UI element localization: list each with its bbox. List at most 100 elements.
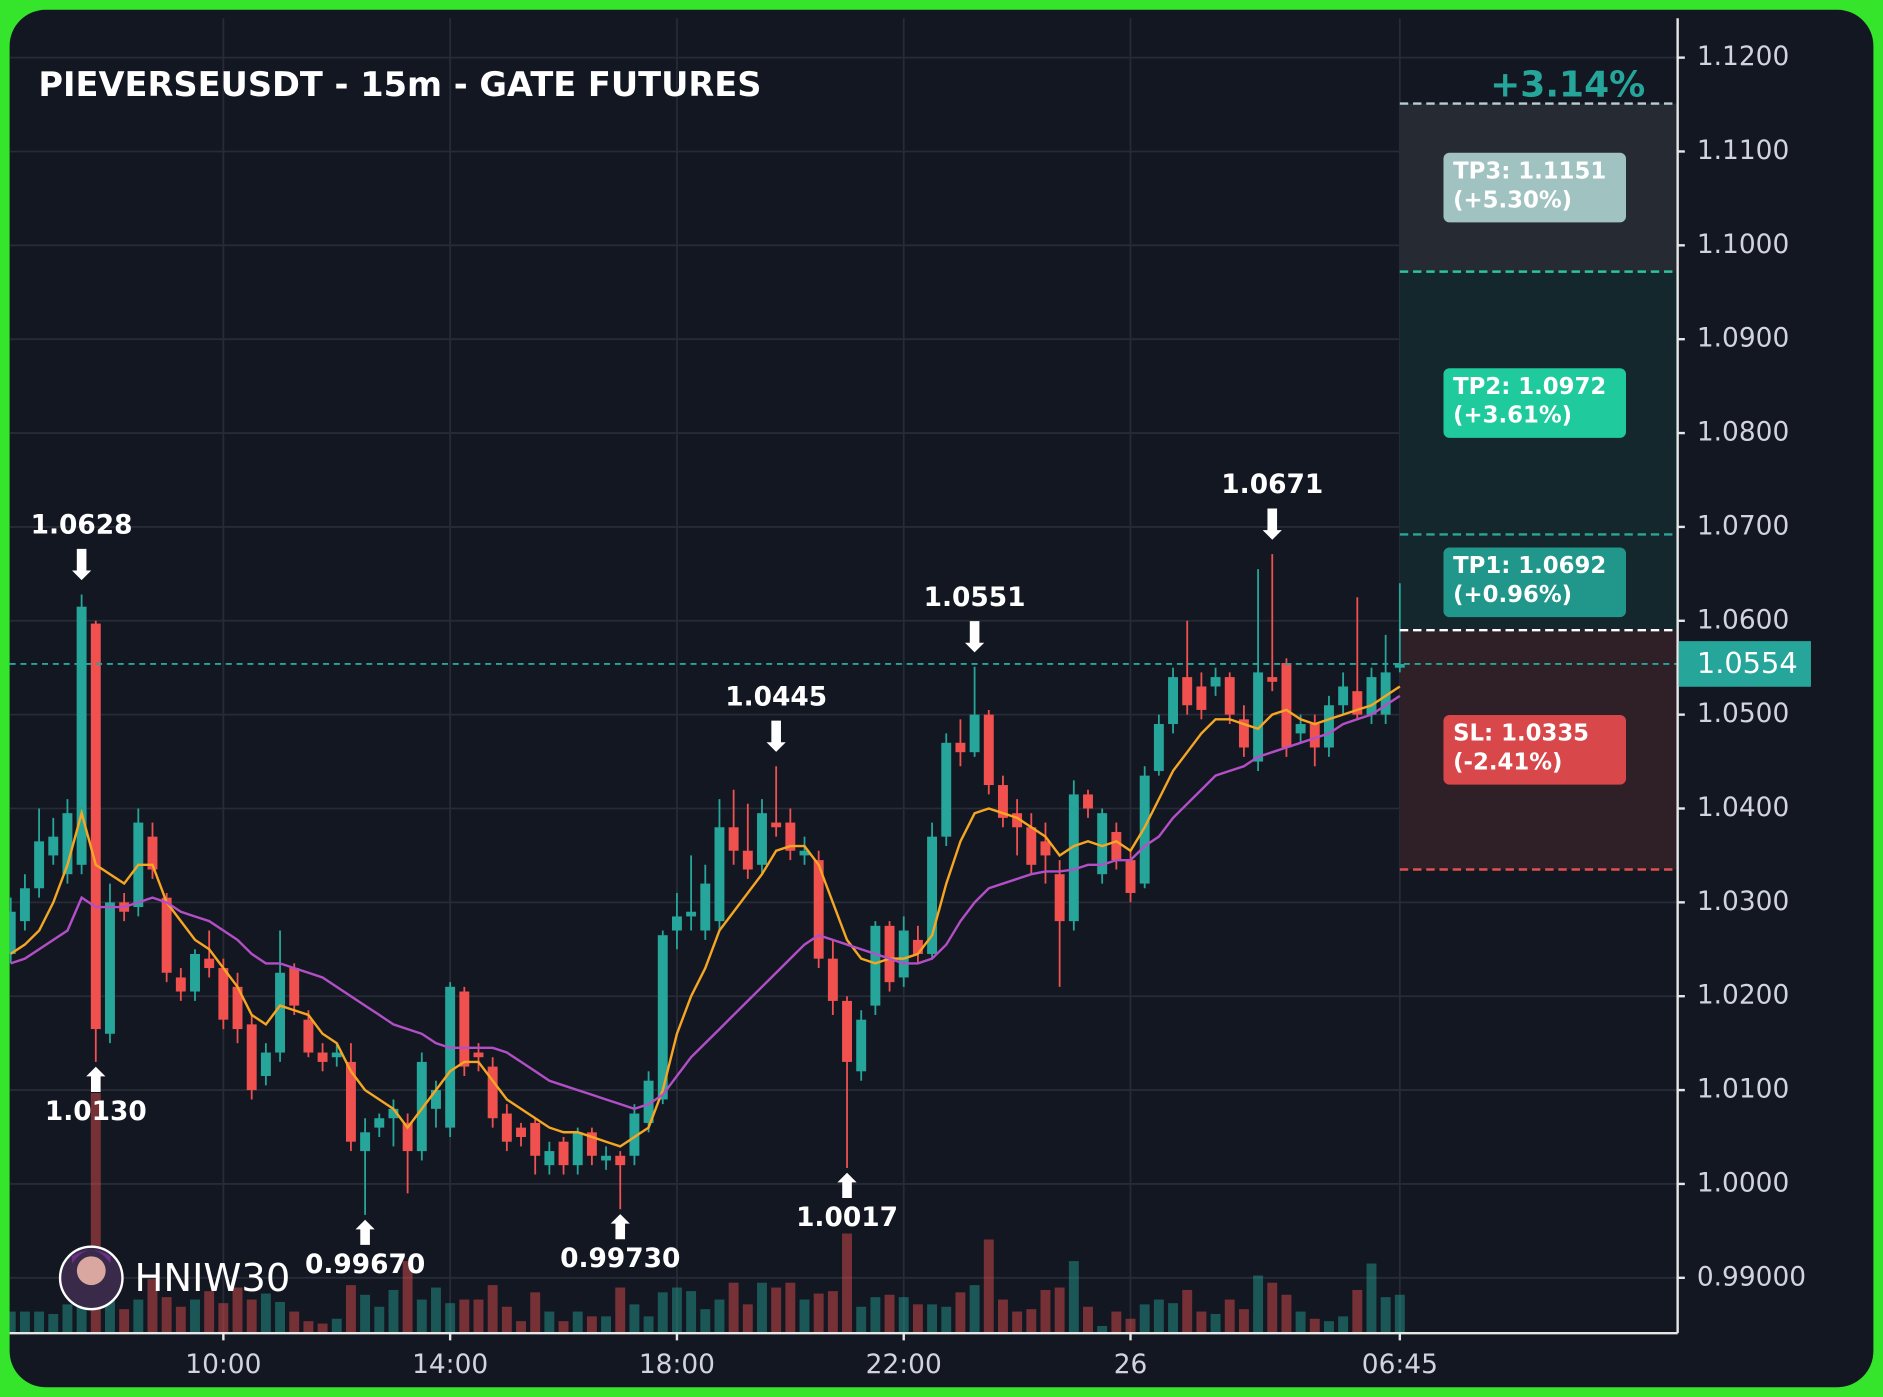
candle-body — [983, 714, 994, 786]
candle-body — [1281, 663, 1292, 748]
candle-body — [884, 925, 895, 983]
volume-bar — [275, 1301, 286, 1334]
annotation-label: 1.0551 — [924, 582, 1026, 613]
volume-bar — [671, 1287, 682, 1334]
candle-body — [714, 827, 725, 922]
y-tick-label: 1.1200 — [1697, 41, 1789, 72]
candle-body — [204, 958, 215, 969]
candle-body — [544, 1151, 555, 1166]
y-tick-label: 1.0400 — [1697, 792, 1789, 823]
candle-body — [1253, 672, 1264, 762]
candle-body — [1097, 813, 1108, 875]
candle-body — [232, 986, 243, 1030]
volume-bar — [927, 1304, 938, 1334]
y-tick-label: 1.0800 — [1697, 417, 1789, 448]
candle-body — [643, 1080, 654, 1123]
y-tick-label: 1.0100 — [1697, 1074, 1789, 1105]
volume-bar — [416, 1299, 427, 1334]
y-tick-label: 1.0300 — [1697, 886, 1789, 917]
candle-body — [969, 714, 980, 753]
candle-body — [402, 1122, 413, 1152]
volume-bar — [785, 1282, 796, 1334]
volume-bar — [1352, 1289, 1363, 1334]
volume-bar — [742, 1304, 753, 1334]
candle-body — [700, 883, 711, 931]
candle-body — [190, 953, 200, 992]
candle-body — [1352, 691, 1363, 715]
candle-body — [331, 1052, 342, 1058]
volume-bar — [516, 1321, 526, 1334]
candle-body — [431, 1090, 441, 1109]
candle-body — [870, 925, 881, 1006]
candle-body — [34, 841, 45, 889]
y-tick-label: 1.1000 — [1697, 229, 1789, 260]
x-tick-label: 14:00 — [412, 1349, 488, 1380]
candle-body — [1139, 775, 1150, 884]
volume-bar — [1267, 1282, 1278, 1334]
volume-bar — [912, 1304, 923, 1334]
volume-bar — [76, 1297, 87, 1334]
volume-bar — [1338, 1316, 1349, 1334]
level-label: TP2: 1.0972 — [1453, 374, 1606, 400]
volume-bar — [827, 1291, 838, 1334]
candle-body — [657, 935, 668, 1100]
candle-body — [1295, 724, 1306, 734]
volume-bar — [289, 1311, 300, 1334]
y-tick-label: 1.0600 — [1697, 604, 1789, 635]
level-change: (+3.61%) — [1453, 403, 1572, 429]
candle-body — [1323, 705, 1334, 748]
candle-body — [90, 623, 101, 1030]
volume-bar — [728, 1282, 739, 1334]
volume-bar — [331, 1318, 342, 1334]
candle-body — [62, 813, 73, 875]
annotation-arrow — [1262, 508, 1282, 540]
candle-body — [1394, 663, 1405, 668]
annotation-arrow — [766, 720, 786, 752]
candle-body — [487, 1066, 498, 1119]
avatar-face — [76, 1256, 106, 1286]
candle-body — [997, 785, 1008, 818]
candle-body — [1026, 827, 1037, 865]
candle-body — [516, 1127, 526, 1138]
annotation-arrow — [964, 621, 985, 653]
y-tick-label: 1.0900 — [1697, 323, 1789, 354]
volume-bar — [997, 1299, 1008, 1334]
volume-bar — [544, 1311, 555, 1334]
y-tick-label: 1.0700 — [1697, 510, 1789, 541]
candle-body — [1267, 677, 1278, 682]
candle-body — [289, 968, 300, 1006]
volume-bar — [983, 1239, 994, 1334]
volume-bar — [431, 1287, 441, 1334]
volume-bar — [771, 1287, 782, 1334]
candle-body — [757, 813, 767, 865]
volume-bar — [1224, 1299, 1235, 1334]
volume-bar — [1097, 1325, 1108, 1334]
level-label: TP1: 1.0692 — [1453, 553, 1606, 579]
x-tick-label: 26 — [1114, 1349, 1148, 1380]
volume-bar — [90, 1092, 101, 1334]
volume-bar — [572, 1311, 583, 1334]
candle-body — [742, 850, 753, 870]
candle-body — [629, 1113, 640, 1156]
candle-body — [671, 916, 682, 931]
volume-bar — [700, 1309, 711, 1334]
volume-bar — [1040, 1289, 1051, 1334]
annotation-label: 0.99670 — [305, 1249, 425, 1280]
volume-bar — [1083, 1306, 1093, 1334]
volume-bar — [558, 1321, 569, 1334]
volume-bar — [48, 1313, 59, 1334]
volume-bar — [1394, 1294, 1405, 1334]
level-change: (-2.41%) — [1453, 750, 1562, 776]
candle-body — [445, 986, 456, 1128]
volume-bar — [473, 1299, 484, 1334]
candle-body — [1040, 841, 1051, 856]
candle-body — [9, 911, 16, 954]
annotation-label: 1.0017 — [796, 1202, 898, 1233]
volume-bar — [119, 1309, 130, 1334]
x-tick-label: 10:00 — [185, 1349, 261, 1380]
volume-bar — [1281, 1294, 1292, 1334]
x-tick-label: 06:45 — [1362, 1349, 1438, 1380]
volume-bar — [629, 1304, 640, 1334]
y-tick-label: 0.99000 — [1697, 1261, 1806, 1292]
volume-bar — [19, 1311, 30, 1334]
